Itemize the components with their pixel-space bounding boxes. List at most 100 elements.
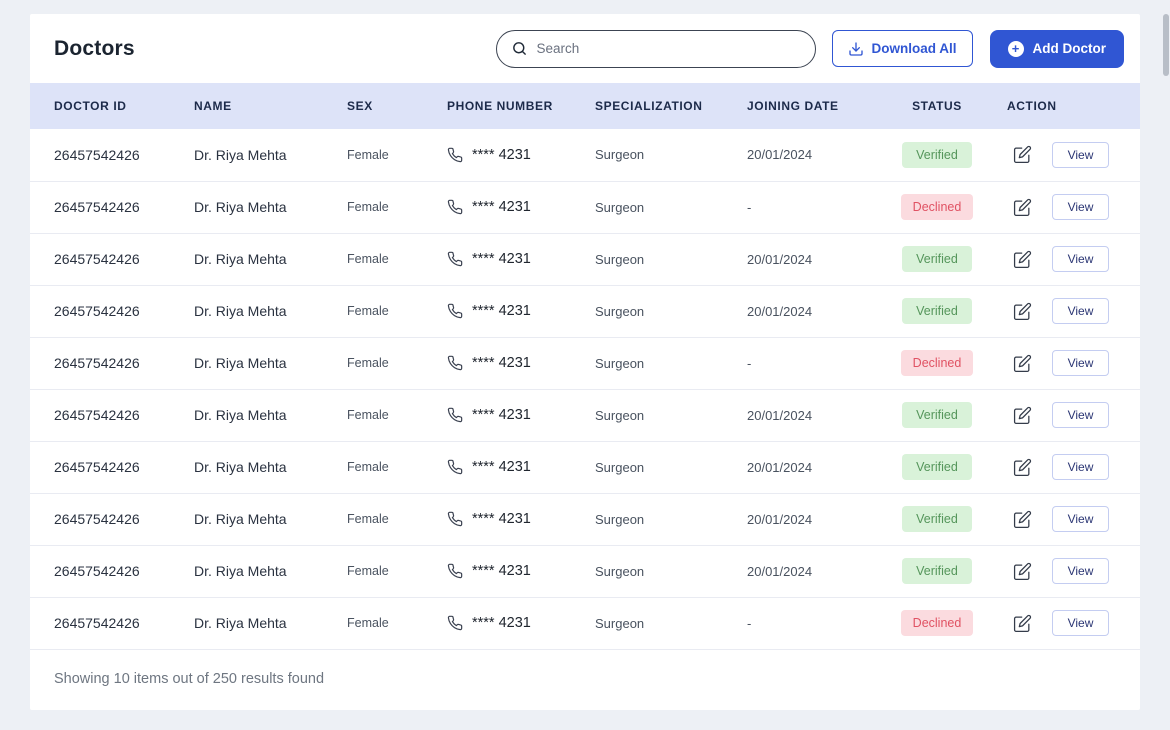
scrollbar-thumb[interactable] <box>1163 14 1169 76</box>
name-cell: Dr. Riya Mehta <box>194 199 287 215</box>
status-cell: Verified <box>867 493 1007 545</box>
table-row: 26457542426 Dr. Riya Mehta Female **** 4… <box>30 233 1140 285</box>
name-cell: Dr. Riya Mehta <box>194 511 287 527</box>
add-doctor-label: Add Doctor <box>1032 41 1107 56</box>
phone-icon <box>447 511 463 527</box>
phone-icon <box>447 251 463 267</box>
name-cell: Dr. Riya Mehta <box>194 407 287 423</box>
phone-cell: **** 4231 <box>447 493 595 545</box>
edit-button[interactable] <box>1013 354 1032 373</box>
view-button[interactable]: View <box>1052 194 1109 220</box>
joining-date-cell: - <box>747 199 752 215</box>
table-header-row: DOCTOR ID NAME SEX PHONE NUMBER SPECIALIZATI… <box>30 83 1140 129</box>
edit-icon <box>1013 562 1032 581</box>
phone-icon <box>447 407 463 423</box>
doctor-id-cell: 26457542426 <box>54 146 140 163</box>
phone-cell: **** 4231 <box>447 285 595 337</box>
edit-icon <box>1013 250 1032 269</box>
edit-button[interactable] <box>1013 198 1032 217</box>
column-header: JOINING DATE <box>747 83 867 129</box>
name-cell: Dr. Riya Mehta <box>194 459 287 475</box>
action-cell: View <box>1007 129 1140 181</box>
doctor-id-cell: 26457542426 <box>54 459 140 475</box>
specialization-cell: Surgeon <box>595 511 645 527</box>
specialization-cell: Surgeon <box>595 615 645 631</box>
phone-cell: **** 4231 <box>447 389 595 441</box>
edit-button[interactable] <box>1013 250 1032 269</box>
add-doctor-button[interactable]: + Add Doctor <box>989 29 1124 68</box>
column-header: NAME <box>194 83 347 129</box>
status-badge: Verified <box>902 246 972 272</box>
edit-button[interactable] <box>1013 458 1032 477</box>
phone-icon <box>447 147 463 163</box>
table-row: 26457542426 Dr. Riya Mehta Female **** 4… <box>30 545 1140 597</box>
edit-button[interactable] <box>1013 302 1032 321</box>
download-icon <box>848 41 864 57</box>
edit-button[interactable] <box>1013 406 1032 425</box>
edit-icon <box>1013 458 1032 477</box>
status-badge: Verified <box>902 454 972 480</box>
specialization-cell: Surgeon <box>595 251 645 267</box>
view-button[interactable]: View <box>1052 350 1109 376</box>
phone-icon <box>447 303 463 319</box>
column-header: ACTION <box>1007 83 1140 129</box>
sex-cell: Female <box>347 356 389 370</box>
sex-cell: Female <box>347 252 389 266</box>
search-input[interactable] <box>536 41 801 56</box>
phone-number: **** 4231 <box>472 355 531 371</box>
edit-button[interactable] <box>1013 614 1032 633</box>
edit-icon <box>1013 614 1032 633</box>
table-row: 26457542426 Dr. Riya Mehta Female **** 4… <box>30 285 1140 337</box>
status-cell: Verified <box>867 441 1007 493</box>
download-all-button[interactable]: Download All <box>831 30 973 67</box>
action-cell: View <box>1007 493 1140 545</box>
edit-button[interactable] <box>1013 562 1032 581</box>
phone-cell: **** 4231 <box>447 233 595 285</box>
search-box[interactable] <box>495 29 816 68</box>
view-button[interactable]: View <box>1052 610 1109 636</box>
view-button[interactable]: View <box>1052 402 1109 428</box>
view-button[interactable]: View <box>1052 298 1109 324</box>
sex-cell: Female <box>347 460 389 474</box>
edit-icon <box>1013 406 1032 425</box>
view-button[interactable]: View <box>1052 454 1109 480</box>
view-button[interactable]: View <box>1052 506 1109 532</box>
doctor-id-cell: 26457542426 <box>54 303 140 319</box>
sex-cell: Female <box>347 304 389 318</box>
edit-button[interactable] <box>1013 145 1032 164</box>
status-cell: Verified <box>867 389 1007 441</box>
name-cell: Dr. Riya Mehta <box>194 251 287 267</box>
phone-cell: **** 4231 <box>447 597 595 649</box>
phone-number: **** 4231 <box>472 563 531 579</box>
specialization-cell: Surgeon <box>595 459 645 475</box>
doctors-panel: Doctors Download All + Add D <box>30 14 1140 710</box>
sex-cell: Female <box>347 564 389 578</box>
specialization-cell: Surgeon <box>595 147 645 163</box>
table-row: 26457542426 Dr. Riya Mehta Female **** 4… <box>30 181 1140 233</box>
table-row: 26457542426 Dr. Riya Mehta Female **** 4… <box>30 441 1140 493</box>
column-header: SPECIALIZATION <box>595 83 747 129</box>
doctor-id-cell: 26457542426 <box>54 251 140 267</box>
status-badge: Verified <box>902 506 972 532</box>
view-button[interactable]: View <box>1052 141 1109 168</box>
sex-cell: Female <box>347 147 389 162</box>
column-header: SEX <box>347 83 447 129</box>
phone-cell: **** 4231 <box>447 337 595 389</box>
view-button[interactable]: View <box>1052 246 1109 272</box>
name-cell: Dr. Riya Mehta <box>194 355 287 371</box>
phone-cell: **** 4231 <box>447 129 595 181</box>
sex-cell: Female <box>347 408 389 422</box>
specialization-cell: Surgeon <box>595 563 645 579</box>
view-button[interactable]: View <box>1052 558 1109 584</box>
phone-number: **** 4231 <box>472 146 531 163</box>
action-cell: View <box>1007 181 1140 233</box>
joining-date-cell: 20/01/2024 <box>747 511 813 527</box>
doctors-table: DOCTOR ID NAME SEX PHONE NUMBER SPECIALIZATI… <box>30 83 1140 650</box>
phone-number: **** 4231 <box>472 303 531 319</box>
table-body: 26457542426 Dr. Riya Mehta Female **** 4… <box>30 129 1140 649</box>
status-badge: Verified <box>902 298 972 324</box>
specialization-cell: Surgeon <box>595 355 645 371</box>
results-summary: Showing 10 items out of 250 results foun… <box>54 670 325 687</box>
status-badge: Declined <box>900 350 974 376</box>
edit-button[interactable] <box>1013 510 1032 529</box>
